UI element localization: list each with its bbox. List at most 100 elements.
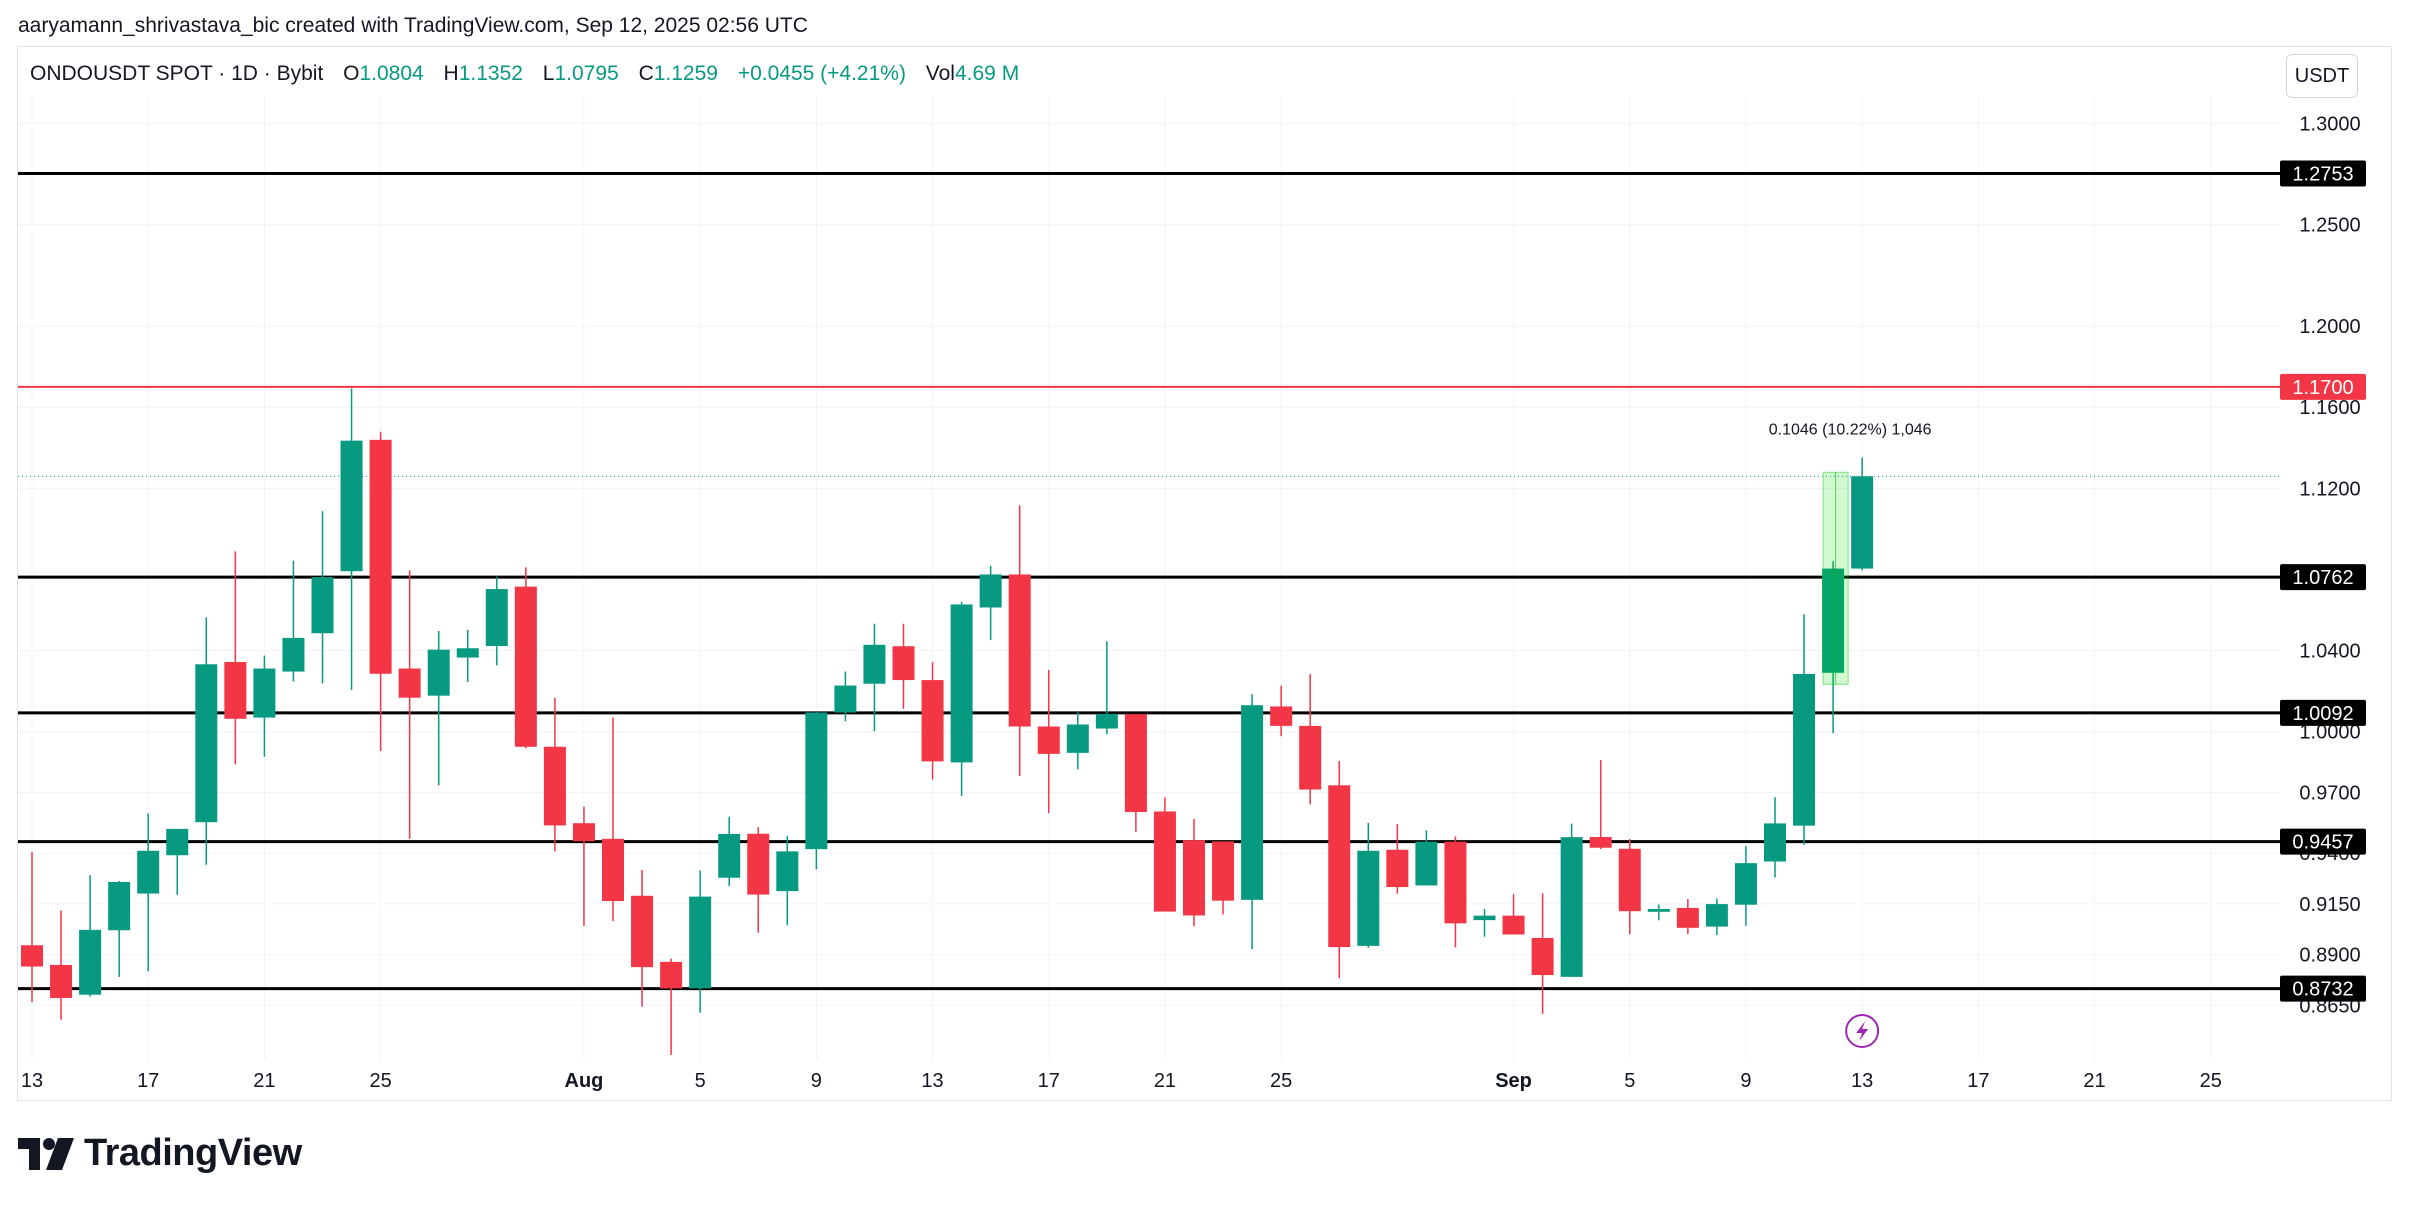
candle[interactable] — [1153, 797, 1176, 912]
candle[interactable] — [602, 717, 624, 922]
candle[interactable] — [1357, 823, 1380, 948]
candle[interactable] — [543, 697, 566, 852]
low-value: 1.0795 — [554, 62, 619, 85]
candle[interactable] — [1008, 505, 1031, 776]
candle[interactable] — [50, 910, 73, 1020]
level-badge-label: 0.8732 — [2292, 979, 2353, 1001]
candle[interactable] — [311, 511, 334, 684]
candle[interactable] — [1270, 685, 1293, 737]
candle[interactable] — [1386, 824, 1409, 894]
candle[interactable] — [1066, 712, 1089, 770]
candle[interactable] — [1444, 836, 1467, 948]
candle-body — [1212, 841, 1235, 901]
candle[interactable] — [224, 551, 247, 765]
candle[interactable] — [1241, 694, 1264, 950]
candle[interactable] — [718, 816, 741, 887]
candle[interactable] — [137, 813, 160, 972]
open-label: O — [343, 62, 360, 85]
y-tick-label: 1.2500 — [2299, 215, 2360, 237]
candle[interactable] — [747, 827, 770, 933]
volume-label: Vol — [925, 62, 955, 85]
candle[interactable] — [1589, 759, 1612, 849]
candle[interactable] — [660, 958, 683, 1055]
close-value: 1.1259 — [653, 62, 718, 85]
candle[interactable] — [195, 617, 218, 865]
candle[interactable] — [1734, 846, 1757, 926]
time-axis: 13 17 21 25 Aug 5 9 13 17 21 25 Sep 5 9 13 17 21 25 — [21, 1070, 2222, 1092]
x-tick-label: 9 — [1740, 1070, 1751, 1092]
tradingview-logo[interactable]: TradingView — [18, 1132, 302, 1175]
candle[interactable] — [166, 828, 189, 895]
candle[interactable] — [282, 560, 305, 682]
candle[interactable] — [631, 870, 654, 1007]
candle[interactable] — [340, 388, 363, 691]
open-value: 1.0804 — [359, 62, 424, 85]
candle[interactable] — [689, 870, 712, 1013]
candle[interactable] — [863, 623, 886, 732]
candle[interactable] — [921, 662, 944, 780]
candle-body — [863, 644, 886, 684]
candle[interactable] — [1851, 457, 1874, 571]
candle[interactable] — [456, 629, 479, 683]
y-tick-label: 0.9700 — [2299, 782, 2360, 804]
candle-body — [485, 589, 508, 647]
x-tick-label: 13 — [21, 1070, 43, 1092]
candle[interactable] — [1705, 898, 1728, 935]
candle[interactable] — [427, 631, 450, 786]
y-tick-label: 1.1200 — [2299, 478, 2360, 500]
symbol-title[interactable]: ONDOUSDT SPOT · 1D · Bybit — [30, 62, 324, 85]
candle[interactable] — [1502, 894, 1525, 935]
candle[interactable] — [1328, 760, 1351, 979]
candle[interactable] — [1124, 714, 1147, 832]
candle[interactable] — [485, 576, 508, 666]
candle-body — [1415, 841, 1438, 886]
candle[interactable] — [805, 711, 828, 870]
candle-body — [21, 945, 43, 967]
candle[interactable] — [369, 431, 392, 752]
candle[interactable] — [1212, 841, 1235, 915]
candle[interactable] — [776, 835, 799, 926]
candles — [21, 388, 1874, 1055]
candle[interactable] — [1095, 641, 1118, 735]
candle[interactable] — [79, 875, 102, 997]
candle-body — [1124, 714, 1147, 813]
candle-body — [1473, 915, 1496, 921]
candle[interactable] — [1531, 893, 1554, 1014]
candle[interactable] — [1473, 908, 1496, 937]
candle[interactable] — [1618, 839, 1641, 935]
candle-body — [1618, 848, 1641, 912]
candle[interactable] — [1764, 797, 1786, 878]
candle-body — [1357, 850, 1380, 946]
candle[interactable] — [892, 623, 915, 709]
candle[interactable] — [979, 565, 1002, 641]
candle[interactable] — [1299, 673, 1322, 805]
candle[interactable] — [253, 655, 276, 757]
candle[interactable] — [1183, 818, 1205, 927]
candle[interactable] — [1560, 823, 1583, 977]
candle[interactable] — [950, 601, 973, 797]
candle[interactable] — [1415, 830, 1438, 886]
candle[interactable] — [1676, 899, 1699, 935]
candle[interactable] — [398, 570, 421, 839]
x-tick-label: 21 — [1154, 1070, 1176, 1092]
brand-name: TradingView — [84, 1132, 302, 1174]
candle[interactable] — [572, 806, 595, 926]
candle-body — [1851, 476, 1874, 569]
candle[interactable] — [21, 851, 43, 1003]
candle[interactable] — [514, 567, 537, 749]
level-badge — [2280, 828, 2366, 855]
candle-body — [166, 828, 189, 856]
candle[interactable] — [1647, 904, 1670, 921]
candle[interactable] — [834, 671, 857, 722]
candle[interactable] — [1793, 614, 1816, 845]
candle-body — [1037, 726, 1060, 754]
volume-value: 4.69 M — [954, 62, 1020, 85]
candle[interactable] — [1037, 669, 1060, 814]
candle[interactable] — [108, 880, 131, 977]
candle-body — [1386, 849, 1409, 888]
candle[interactable] — [1822, 561, 1845, 734]
y-tick-label: 1.3000 — [2299, 113, 2360, 135]
currency-button[interactable]: USDT — [2286, 54, 2358, 98]
candle-body — [979, 574, 1002, 608]
